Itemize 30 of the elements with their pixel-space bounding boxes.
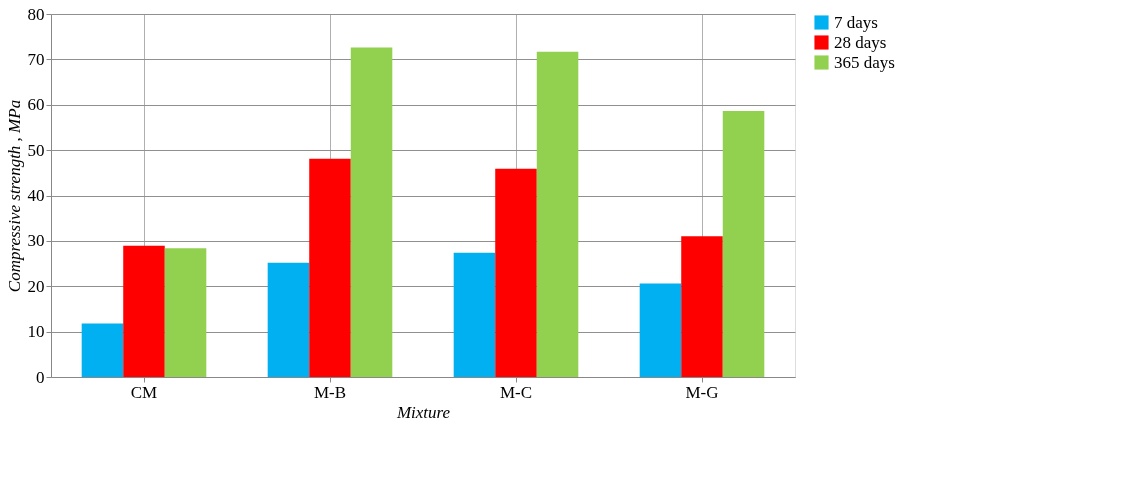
legend-label: 365 days [834, 52, 895, 72]
y-tick-label: 10 [27, 322, 45, 342]
x-tick-label: M-C [499, 382, 533, 402]
y-tick-label: 70 [27, 49, 45, 69]
x-tick-label: CM [130, 382, 158, 402]
legend-label: 28 days [834, 32, 887, 52]
bar [309, 158, 351, 377]
y-tick-label: 60 [27, 95, 45, 115]
bar [453, 252, 496, 377]
bar [267, 262, 310, 377]
bar [350, 47, 393, 377]
y-tick-label: 20 [27, 276, 45, 296]
bar [722, 111, 765, 377]
y-tick-label: 50 [27, 140, 45, 160]
bar [123, 245, 165, 377]
bar [81, 323, 124, 377]
x-tick-label: M-G [685, 382, 719, 402]
bar [639, 283, 682, 377]
y-tick-label: 80 [27, 4, 45, 24]
bar [536, 51, 579, 377]
y-tick-label: 0 [36, 367, 45, 387]
y-tick-label: 30 [27, 231, 45, 251]
legend-label: 7 days [834, 12, 878, 32]
y-axis-title: Compressive strength , MPa [4, 99, 24, 293]
y-tick-label: 40 [27, 186, 45, 205]
bar [164, 248, 207, 377]
bar [495, 168, 537, 377]
bar [681, 236, 723, 377]
x-tick-label: M-B [313, 382, 347, 402]
x-axis-title: Mixture [395, 402, 451, 422]
